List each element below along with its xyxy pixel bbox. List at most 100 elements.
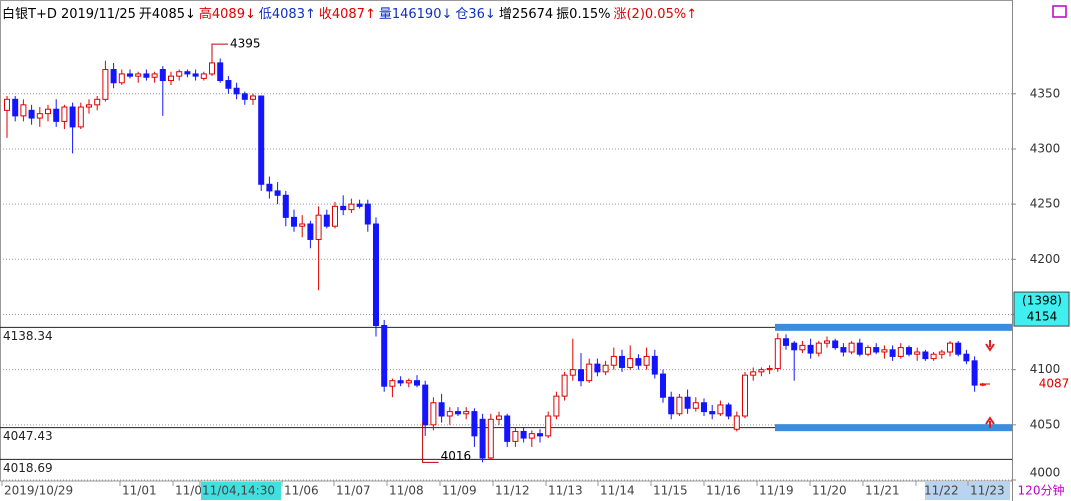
candle-body — [176, 71, 183, 77]
min-label: 4016 — [441, 449, 472, 463]
candle-body — [159, 69, 166, 82]
candle-body — [512, 430, 519, 442]
candle-body — [856, 342, 863, 355]
candle-body — [643, 355, 650, 366]
candle-body — [389, 380, 396, 387]
title: 白银T+D 2019/11/25 — [2, 7, 136, 22]
quote-item: 低4083↑ — [258, 7, 316, 22]
candle-body — [471, 411, 478, 437]
x-tick-label: 11/13 — [548, 484, 583, 498]
x-tick-label: 11/12 — [495, 484, 530, 498]
candle-body — [422, 384, 429, 426]
candle-body — [241, 93, 248, 100]
candle-body — [53, 108, 60, 122]
candle-body — [143, 73, 150, 78]
candle-body — [553, 395, 560, 417]
selected-date-box — [925, 482, 1010, 500]
candle-body — [348, 203, 355, 211]
candle-body — [77, 106, 84, 128]
candle-body — [127, 73, 133, 77]
candle-body — [651, 355, 658, 375]
candle-body — [356, 203, 363, 207]
x-tick-label: 11/01 — [122, 484, 157, 498]
candle-body — [955, 342, 962, 355]
candle-body — [332, 205, 338, 227]
candle-body — [250, 95, 256, 100]
candle-body — [200, 73, 207, 79]
candle-body — [947, 342, 953, 353]
candle-body — [258, 95, 265, 185]
candle-body — [676, 396, 683, 415]
x-tick-label: 11/23 — [970, 484, 1005, 498]
candle-body — [774, 338, 781, 370]
arrow-down — [985, 340, 995, 352]
candle-body — [930, 353, 937, 360]
candle-body — [373, 223, 379, 327]
candle-body — [340, 205, 347, 211]
candle-body — [4, 98, 10, 111]
candle-body — [971, 360, 978, 386]
candle-body — [914, 351, 921, 355]
quote-item: 仓36↓ — [455, 7, 496, 22]
quote-item: 收4087↑ — [318, 7, 376, 22]
candle-body — [799, 344, 806, 351]
candle-body — [12, 98, 19, 117]
y-tick-label: 4000 — [1030, 466, 1061, 480]
candle-body — [233, 87, 240, 95]
x-tick-label: 11/08 — [389, 484, 424, 498]
candle-body — [610, 355, 617, 366]
candle-body — [323, 214, 330, 227]
candle-body — [791, 342, 798, 351]
candle-body — [274, 190, 281, 196]
reference-label: 4047.43 — [3, 429, 53, 443]
quote-item: 涨(2)0.05%↑ — [613, 7, 698, 22]
drawn-level — [775, 323, 1012, 331]
candle-body — [528, 433, 535, 439]
candle-body — [151, 73, 158, 78]
candle-body — [455, 411, 461, 415]
window-icon — [1052, 5, 1067, 18]
candle-body — [266, 183, 273, 192]
candle-body — [873, 347, 880, 353]
candle-body — [594, 363, 601, 373]
candle-body — [807, 344, 814, 354]
candle-body — [381, 325, 388, 387]
candle-body — [897, 347, 904, 357]
candle-body — [545, 415, 552, 437]
y-tick-label: 4050 — [1030, 417, 1061, 431]
candle-body — [217, 62, 224, 82]
candle-body — [504, 415, 511, 442]
candle-body — [225, 80, 232, 89]
candle-body — [963, 353, 970, 362]
candle-body — [168, 75, 174, 82]
arrow-up — [985, 416, 995, 428]
last-price: 4087 — [1039, 377, 1070, 391]
candle-body — [315, 214, 322, 240]
candle-body — [496, 415, 502, 420]
candle-body — [282, 194, 289, 218]
candle-body — [45, 108, 51, 115]
candle-body — [848, 342, 855, 353]
max-label: 4395 — [230, 37, 261, 51]
candle-body — [578, 369, 584, 382]
candle-body — [102, 69, 109, 100]
y-tick-label: 4250 — [1030, 197, 1061, 211]
candle-body — [94, 98, 101, 106]
candle-body — [430, 402, 437, 426]
candle-body — [660, 373, 666, 398]
candle-body — [709, 411, 716, 415]
candle-body — [61, 106, 68, 122]
candle-body — [684, 396, 691, 409]
candle-body — [938, 351, 945, 355]
x-tick-label: 2019/10/29 — [4, 484, 73, 498]
candle-body — [209, 62, 215, 75]
candle-body — [668, 396, 675, 415]
quote-item: 量146190↓ — [378, 7, 453, 22]
candle-body — [307, 223, 314, 240]
candle-body — [758, 369, 765, 373]
x-tick-label: 11/15 — [653, 484, 688, 498]
cursor-box — [1013, 291, 1070, 327]
max-pointer — [211, 43, 228, 55]
candle-body — [438, 402, 445, 417]
